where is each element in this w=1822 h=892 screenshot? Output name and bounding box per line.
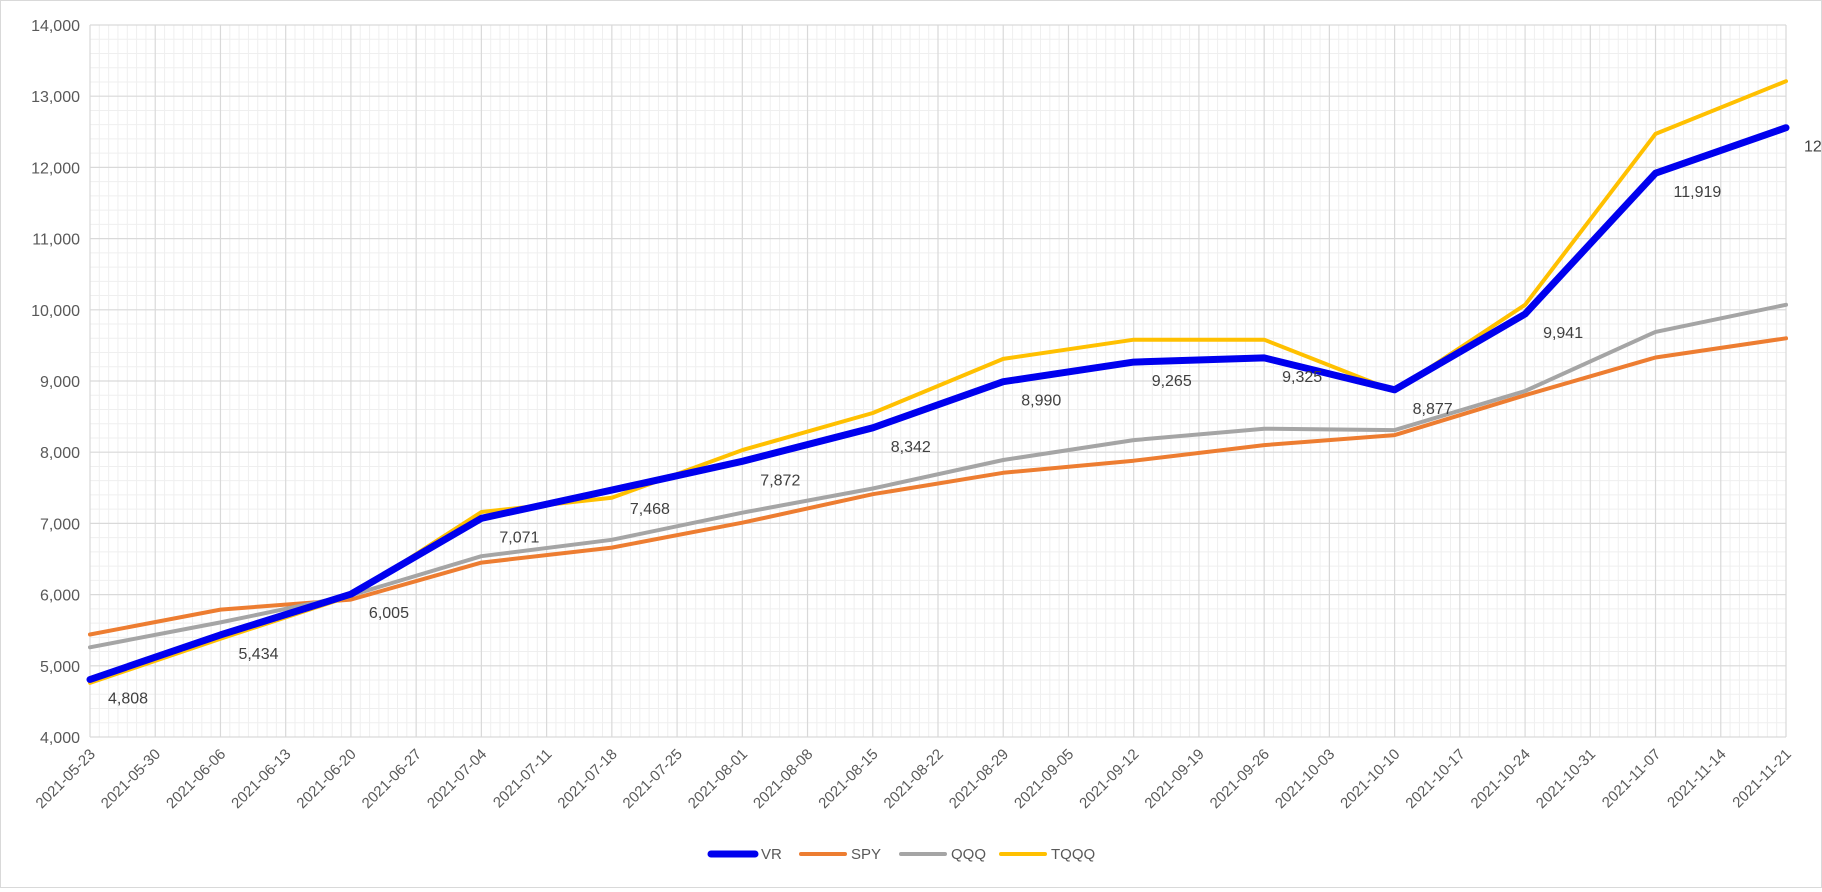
y-tick-label: 12,000: [31, 160, 80, 177]
legend-label: QQQ: [951, 846, 986, 863]
data-label: 8,342: [891, 439, 931, 456]
x-tick-label: 2021-08-22: [881, 746, 947, 812]
data-label: 9,325: [1282, 369, 1322, 386]
x-tick-label: 2021-08-08: [750, 746, 816, 812]
data-label: 7,468: [630, 501, 670, 518]
x-tick-label: 2021-08-15: [815, 746, 881, 812]
legend-item-tqqq: TQQQ: [999, 846, 1095, 863]
legend-item-vr: VR: [707, 846, 782, 863]
x-tick-label: 2021-08-29: [946, 746, 1012, 812]
y-axis-ticks: 4,000 5,000 6,000 7,000 8,000 9,000 10,000 11,0…: [31, 18, 80, 747]
x-tick-label: 2021-09-12: [1076, 746, 1142, 812]
data-label: 8,877: [1413, 401, 1453, 418]
legend-label: TQQQ: [1051, 846, 1095, 863]
x-tick-label: 2021-07-11: [490, 746, 555, 811]
series-line-vr: [86, 124, 1790, 683]
x-tick-label: 2021-06-27: [359, 746, 425, 812]
y-tick-label: 14,000: [31, 18, 80, 35]
y-tick-label: 9,000: [40, 374, 80, 391]
y-tick-label: 5,000: [40, 659, 80, 676]
x-tick-label: 2021-06-06: [163, 746, 229, 812]
legend-label: VR: [761, 846, 782, 863]
legend-item-qqq: QQQ: [899, 846, 986, 863]
x-tick-label: 2021-07-25: [620, 746, 686, 812]
data-label: 5,434: [238, 646, 278, 663]
legend: VR SPY QQQ TQQQ: [707, 846, 1095, 863]
x-axis-ticks: 2021-05-232021-05-302021-06-062021-06-13…: [33, 746, 1795, 812]
y-tick-label: 6,000: [40, 588, 80, 605]
x-tick-label: 2021-07-18: [554, 746, 620, 812]
data-label: 7,872: [760, 472, 800, 489]
x-tick-label: 2021-11-07: [1599, 746, 1664, 811]
data-labels: 4,808 5,434 6,005 7,071 7,468 7,872 8,342 8,990…: [108, 139, 1822, 708]
x-tick-label: 2021-07-04: [424, 746, 490, 812]
x-tick-label: 2021-09-19: [1141, 746, 1207, 812]
x-tick-label: 2021-10-31: [1533, 746, 1599, 812]
x-tick-label: 2021-05-23: [33, 746, 99, 812]
x-tick-label: 2021-06-13: [228, 746, 294, 812]
x-tick-label: 2021-09-26: [1207, 746, 1273, 812]
data-label: 8,990: [1021, 393, 1061, 410]
x-tick-label: 2021-06-20: [293, 746, 359, 812]
y-tick-label: 8,000: [40, 445, 80, 462]
x-tick-label: 2021-09-05: [1011, 746, 1077, 812]
x-tick-label: 2021-05-30: [98, 746, 164, 812]
data-label: 9,941: [1543, 325, 1583, 342]
x-tick-label: 2021-08-01: [685, 746, 751, 812]
x-tick-label: 2021-10-17: [1402, 746, 1468, 812]
x-tick-label: 2021-11-21: [1729, 746, 1794, 811]
y-tick-label: 10,000: [31, 303, 80, 320]
legend-label: SPY: [851, 846, 881, 863]
data-label: 7,071: [499, 529, 539, 546]
legend-item-spy: SPY: [799, 846, 881, 863]
y-tick-label: 11,000: [32, 232, 80, 249]
y-tick-label: 13,000: [31, 89, 80, 106]
data-label: 12,557: [1804, 139, 1821, 156]
x-tick-label: 2021-10-03: [1272, 746, 1338, 812]
y-tick-label: 7,000: [40, 516, 80, 533]
series-line-spy: [88, 336, 1788, 637]
data-label: 9,265: [1152, 373, 1192, 390]
y-tick-label: 4,000: [40, 730, 80, 747]
data-label: 11,919: [1674, 184, 1722, 201]
x-tick-label: 2021-10-24: [1468, 746, 1534, 812]
x-tick-label: 2021-11-14: [1664, 746, 1729, 811]
data-label: 6,005: [369, 605, 409, 622]
series-line-qqq: [88, 302, 1788, 650]
data-label: 4,808: [108, 690, 148, 707]
x-tick-label: 2021-10-10: [1337, 746, 1403, 812]
series-lines: [86, 79, 1790, 685]
